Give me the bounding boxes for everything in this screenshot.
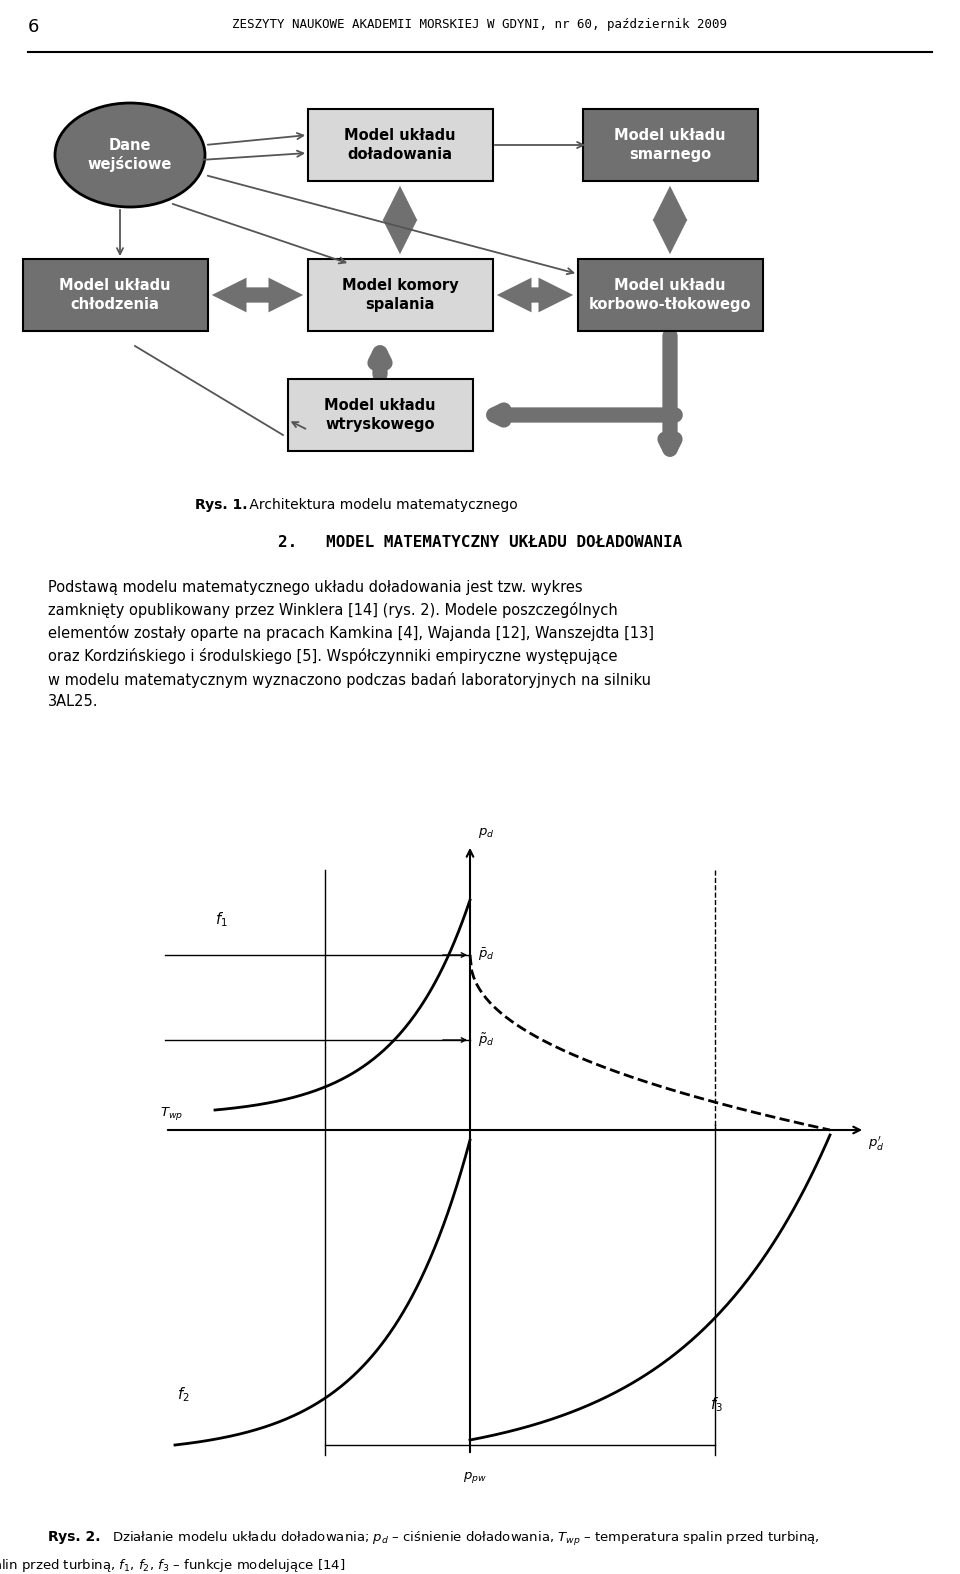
FancyArrowPatch shape bbox=[665, 203, 675, 238]
FancyBboxPatch shape bbox=[583, 109, 757, 181]
Text: $p_d$: $p_d$ bbox=[478, 826, 494, 841]
FancyBboxPatch shape bbox=[307, 260, 492, 331]
Text: $\tilde{p}_d$: $\tilde{p}_d$ bbox=[478, 1031, 494, 1048]
Text: $f_2$: $f_2$ bbox=[177, 1385, 189, 1404]
Text: $p_{wp}$ – ciśnienie spalin przed turbiną, $f_1$, $f_2$, $f_3$ – funkcje modeluj: $p_{wp}$ – ciśnienie spalin przed turbin… bbox=[0, 1558, 346, 1574]
Text: Rys. 1.: Rys. 1. bbox=[195, 497, 248, 512]
Text: $\bar{p}_d$: $\bar{p}_d$ bbox=[478, 946, 494, 963]
Text: Rys. 2.: Rys. 2. bbox=[48, 1530, 101, 1544]
FancyArrowPatch shape bbox=[514, 290, 556, 301]
FancyBboxPatch shape bbox=[287, 379, 472, 452]
FancyArrowPatch shape bbox=[228, 290, 286, 301]
Text: Model układu
wtryskowego: Model układu wtryskowego bbox=[324, 398, 436, 431]
Text: $T_{wp}$: $T_{wp}$ bbox=[160, 1105, 183, 1122]
Text: 6: 6 bbox=[28, 17, 39, 36]
FancyBboxPatch shape bbox=[307, 109, 492, 181]
FancyBboxPatch shape bbox=[22, 260, 207, 331]
Text: $f_3$: $f_3$ bbox=[710, 1395, 723, 1413]
Text: Model układu
smarnego: Model układu smarnego bbox=[614, 127, 726, 162]
Text: 2.   MODEL MATEMATYCZNY UKŁADU DOŁADOWANIA: 2. MODEL MATEMATYCZNY UKŁADU DOŁADOWANIA bbox=[277, 535, 683, 549]
Text: ZESZYTY NAUKOWE AKADEMII MORSKIEJ W GDYNI, nr 60, październik 2009: ZESZYTY NAUKOWE AKADEMII MORSKIEJ W GDYN… bbox=[232, 17, 728, 31]
FancyArrowPatch shape bbox=[665, 335, 675, 449]
Text: Dane
wejściowe: Dane wejściowe bbox=[87, 137, 172, 173]
Text: Model układu
chłodzenia: Model układu chłodzenia bbox=[60, 279, 171, 312]
Text: Działanie modelu układu doładowania; $p_d$ – ciśnienie doładowania, $T_{wp}$ – t: Działanie modelu układu doładowania; $p_… bbox=[112, 1530, 820, 1547]
Text: Model układu
doładowania: Model układu doładowania bbox=[345, 127, 456, 162]
FancyArrowPatch shape bbox=[493, 409, 675, 420]
Text: $p_d'$: $p_d'$ bbox=[868, 1135, 884, 1154]
Text: Podstawą modelu matematycznego układu doładowania jest tzw. wykres
zamknięty opu: Podstawą modelu matematycznego układu do… bbox=[48, 579, 654, 710]
Text: $p_{pw}$: $p_{pw}$ bbox=[463, 1470, 487, 1484]
Ellipse shape bbox=[55, 102, 205, 208]
FancyBboxPatch shape bbox=[578, 260, 762, 331]
FancyArrowPatch shape bbox=[375, 353, 385, 375]
Text: Model komory
spalania: Model komory spalania bbox=[342, 279, 458, 312]
Text: $f_1$: $f_1$ bbox=[215, 910, 228, 929]
Text: Model układu
korbowo-tłokowego: Model układu korbowo-tłokowego bbox=[588, 279, 752, 312]
Text: Architektura modelu matematycznego: Architektura modelu matematycznego bbox=[245, 497, 517, 512]
FancyArrowPatch shape bbox=[395, 203, 405, 238]
